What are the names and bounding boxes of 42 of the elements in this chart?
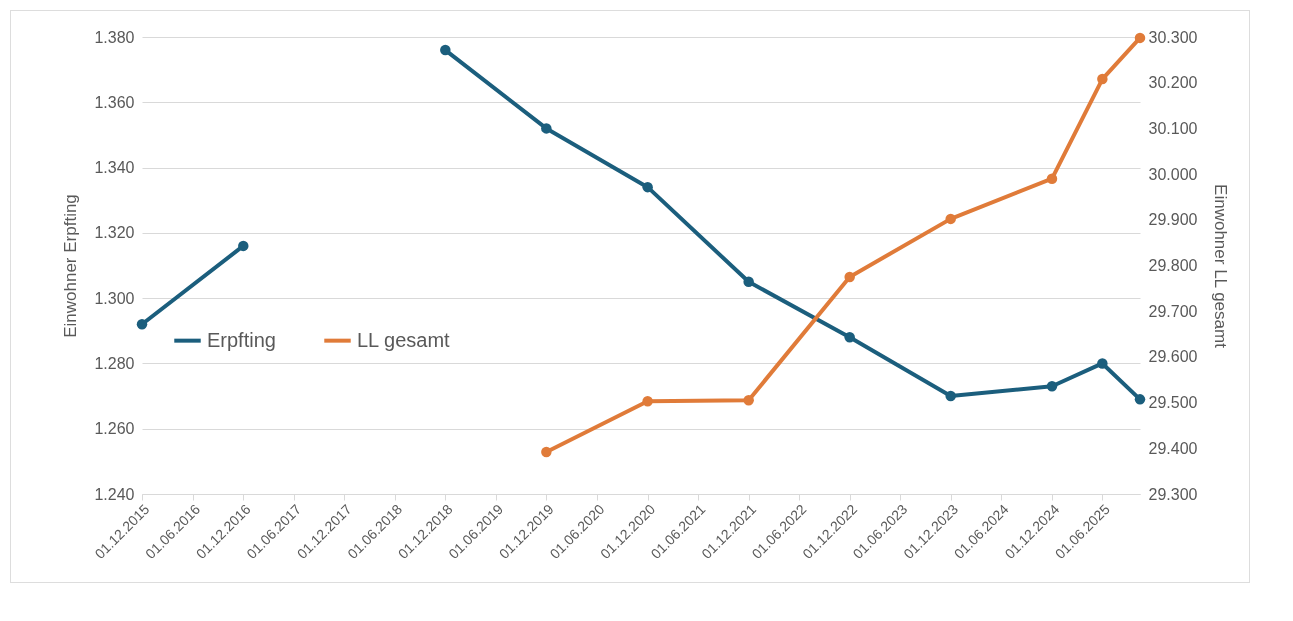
y2-tick-label: 30.000 bbox=[1148, 165, 1198, 183]
point bbox=[945, 390, 956, 402]
legend-label: LL gesamt bbox=[357, 328, 451, 351]
point bbox=[1097, 358, 1108, 369]
point bbox=[1134, 32, 1146, 44]
y2-tick-label: 29.600 bbox=[1148, 348, 1198, 366]
point bbox=[642, 396, 653, 407]
y-tick-label: 1.320 bbox=[94, 224, 135, 242]
point bbox=[743, 395, 754, 406]
y-tick-label: 1.360 bbox=[94, 93, 135, 111]
y-tick-label: 1.380 bbox=[94, 28, 135, 46]
y2-tick-label: 29.500 bbox=[1148, 394, 1198, 412]
point bbox=[238, 240, 249, 252]
point bbox=[1097, 73, 1108, 85]
point bbox=[541, 123, 552, 134]
point bbox=[945, 213, 956, 225]
legend-label: Erpfting bbox=[207, 328, 276, 351]
y2-tick-label: 29.700 bbox=[1148, 302, 1198, 320]
point bbox=[136, 319, 148, 330]
y-tick-label: 1.240 bbox=[94, 485, 135, 503]
y-tick-label: 1.260 bbox=[94, 420, 135, 438]
y2-tick-label: 29.900 bbox=[1148, 211, 1198, 229]
y2-tick-label: 29.300 bbox=[1148, 485, 1198, 503]
y-axis-title: Einwohner Erpfting bbox=[61, 194, 81, 338]
point bbox=[440, 44, 451, 56]
y-tick-label: 1.280 bbox=[94, 354, 135, 372]
y-tick-label: 1.300 bbox=[94, 289, 135, 307]
y-tick-label: 1.340 bbox=[94, 159, 135, 177]
point bbox=[541, 446, 552, 458]
point bbox=[844, 271, 855, 283]
point bbox=[1046, 173, 1058, 184]
y2-tick-label: 30.200 bbox=[1148, 74, 1198, 92]
point bbox=[844, 332, 855, 343]
y2-tick-label: 29.800 bbox=[1148, 257, 1198, 274]
point bbox=[1134, 394, 1146, 405]
point bbox=[1046, 381, 1058, 392]
point bbox=[642, 181, 653, 193]
y2-axis-title: Einwohner LL gesamt bbox=[1211, 184, 1231, 349]
point bbox=[743, 276, 754, 288]
y2-tick-label: 29.400 bbox=[1148, 439, 1198, 457]
y2-tick-label: 30.300 bbox=[1148, 28, 1198, 46]
y2-tick-label: 30.100 bbox=[1148, 119, 1198, 137]
